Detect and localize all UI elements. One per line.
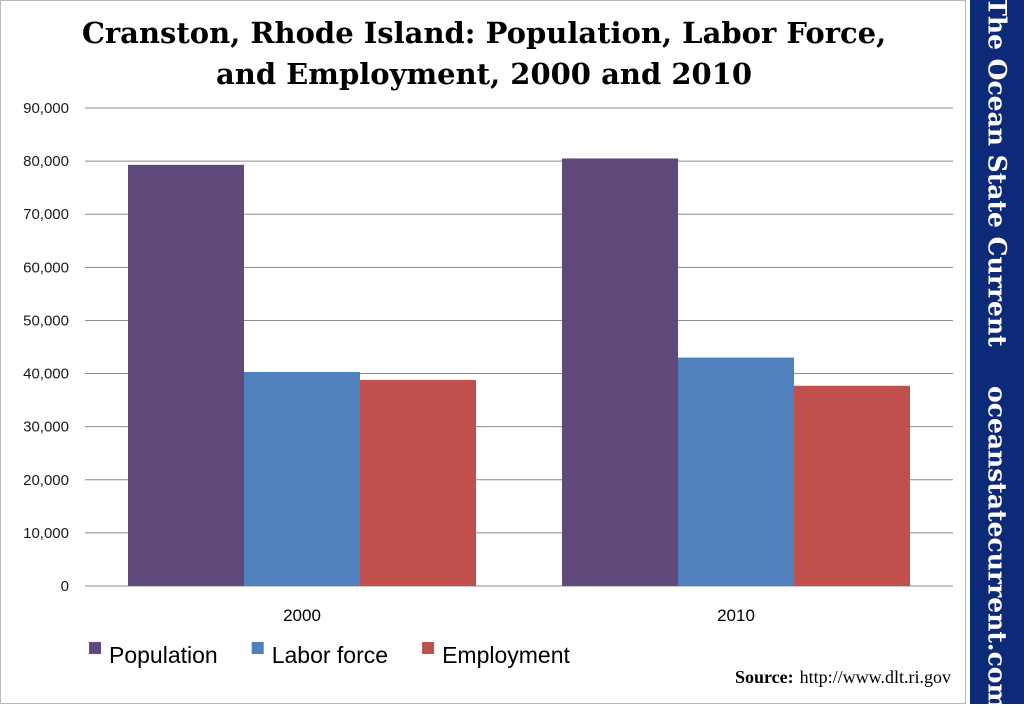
y-tick-label: 70,000 [23, 206, 69, 223]
chart-title-line-2: and Employment, 2000 and 2010 [216, 57, 752, 91]
y-axis-ticks: 0 10,000 20,000 30,000 40,000 50,000 60,000 70,… [23, 100, 69, 595]
legend-label: Labor force [272, 642, 388, 668]
bar-population-2010 [562, 158, 678, 586]
y-tick-label: 80,000 [23, 153, 69, 170]
legend-label: Population [109, 642, 218, 668]
y-tick-label: 40,000 [23, 366, 69, 383]
legend-swatch [422, 642, 435, 654]
side-banner: The Ocean State Current oceanstatecurren… [966, 0, 1024, 710]
legend-label: Employment [442, 642, 570, 668]
bar-labor-force-2000 [244, 371, 360, 586]
bar-labor-force-2010 [678, 357, 794, 586]
bar-employment-2010 [794, 385, 910, 586]
chart-frame: Cranston, Rhode Island: Population, Labo… [0, 0, 966, 704]
source-note: Source: http://www.dlt.ri.gov [735, 667, 951, 687]
x-category-label: 2000 [283, 606, 321, 625]
y-tick-label: 10,000 [23, 525, 69, 542]
y-tick-label: 60,000 [23, 259, 69, 276]
source-url: http://www.dlt.ri.gov [800, 667, 951, 687]
bar-employment-2000 [360, 379, 476, 586]
chart-title-line-1: Cranston, Rhode Island: Population, Labo… [82, 16, 886, 50]
source-prefix: Source: [735, 667, 794, 687]
legend-swatch [89, 642, 101, 654]
legend-swatch [251, 642, 264, 654]
chart-canvas: Cranston, Rhode Island: Population, Labo… [23, 16, 953, 687]
x-category-label: 2010 [717, 606, 755, 625]
x-axis-categories: 2000 2010 [283, 606, 755, 625]
legend: Population Labor force Employment [89, 642, 570, 668]
y-tick-label: 50,000 [23, 312, 69, 329]
y-tick-label: 0 [61, 578, 69, 595]
bars [128, 158, 910, 586]
banner-brand-name: The Ocean State Current [982, 0, 1012, 347]
y-tick-label: 20,000 [23, 472, 69, 489]
bar-population-2000 [128, 164, 244, 586]
y-tick-label: 90,000 [23, 100, 69, 117]
banner-brand-url: oceanstatecurrent.com [982, 386, 1012, 710]
y-tick-label: 30,000 [23, 419, 69, 436]
